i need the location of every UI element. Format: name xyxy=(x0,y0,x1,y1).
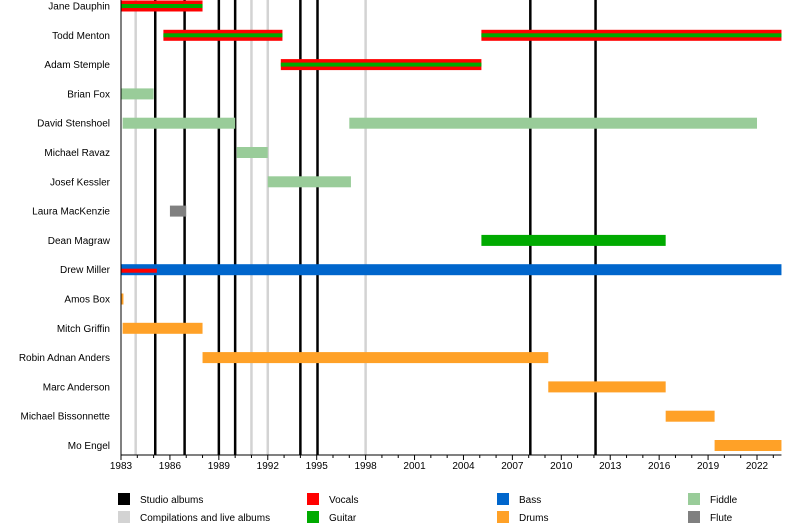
fiddle-bar xyxy=(121,88,154,100)
member-label: Robin Adnan Anders xyxy=(19,353,110,364)
x-tick-label: 1983 xyxy=(110,461,133,472)
guitar-bar xyxy=(163,33,283,38)
flute-bar xyxy=(169,205,187,217)
drums-bar xyxy=(122,322,203,334)
x-tick-label: 1986 xyxy=(159,461,182,472)
member-label: Mo Engel xyxy=(68,441,110,452)
x-tick-label: 2010 xyxy=(550,461,573,472)
x-tick-label: 2004 xyxy=(452,461,475,472)
legend-swatch xyxy=(688,493,700,505)
vocals-bar xyxy=(121,268,157,273)
member-label: Marc Anderson xyxy=(43,382,110,393)
member-label: David Stenshoel xyxy=(37,119,110,130)
member-label: Brian Fox xyxy=(67,89,110,100)
x-tick-label: 2007 xyxy=(501,461,524,472)
x-tick-label: 1998 xyxy=(354,461,377,472)
member-label: Dean Magraw xyxy=(48,236,111,247)
legend-swatch xyxy=(688,511,700,523)
bass-bar xyxy=(121,264,782,276)
x-tick-label: 2013 xyxy=(599,461,622,472)
legend-swatch xyxy=(118,493,130,505)
drums-bar xyxy=(121,293,124,305)
legend-label: Flute xyxy=(710,513,733,524)
legend-label: Compilations and live albums xyxy=(140,513,270,524)
legend-swatch xyxy=(307,493,319,505)
drums-bar xyxy=(714,440,782,451)
drums-bar xyxy=(202,352,549,364)
member-label: Todd Menton xyxy=(52,31,110,42)
x-tick-label: 2019 xyxy=(697,461,720,472)
legend-label: Fiddle xyxy=(710,495,738,506)
drums-bar xyxy=(548,381,666,393)
guitar-bar xyxy=(481,33,782,38)
member-label: Amos Box xyxy=(64,295,110,306)
guitar-bar xyxy=(280,62,482,67)
legend-swatch xyxy=(497,493,509,505)
x-tick-label: 1995 xyxy=(306,461,329,472)
legend-swatch xyxy=(307,511,319,523)
fiddle-bar xyxy=(122,117,236,129)
member-label: Michael Bissonnette xyxy=(21,412,111,423)
x-tick-label: 1992 xyxy=(257,461,280,472)
legend-label: Bass xyxy=(519,495,541,506)
x-tick-label: 1989 xyxy=(208,461,231,472)
legend-swatch xyxy=(497,511,509,523)
member-label: Mitch Griffin xyxy=(57,324,110,335)
x-tick-label: 2022 xyxy=(746,461,769,472)
drums-bar xyxy=(665,410,715,422)
member-label: Adam Stemple xyxy=(44,60,110,71)
legend-label: Studio albums xyxy=(140,495,203,506)
legend-label: Guitar xyxy=(329,513,357,524)
legend-label: Vocals xyxy=(329,495,358,506)
guitar-bar xyxy=(481,234,666,246)
x-tick-label: 2016 xyxy=(648,461,671,472)
legend-label: Drums xyxy=(519,513,548,524)
x-tick-label: 2001 xyxy=(403,461,426,472)
member-label: Michael Ravaz xyxy=(44,148,110,159)
fiddle-bar xyxy=(236,147,268,158)
legend-swatch xyxy=(118,511,130,523)
member-label: Laura MacKenzie xyxy=(32,207,110,218)
fiddle-bar xyxy=(349,117,757,129)
member-label: Jane Dauphin xyxy=(48,2,110,13)
member-label: Drew Miller xyxy=(60,265,111,276)
member-label: Josef Kessler xyxy=(50,177,111,188)
fiddle-bar xyxy=(267,176,351,188)
guitar-bar xyxy=(121,4,203,8)
